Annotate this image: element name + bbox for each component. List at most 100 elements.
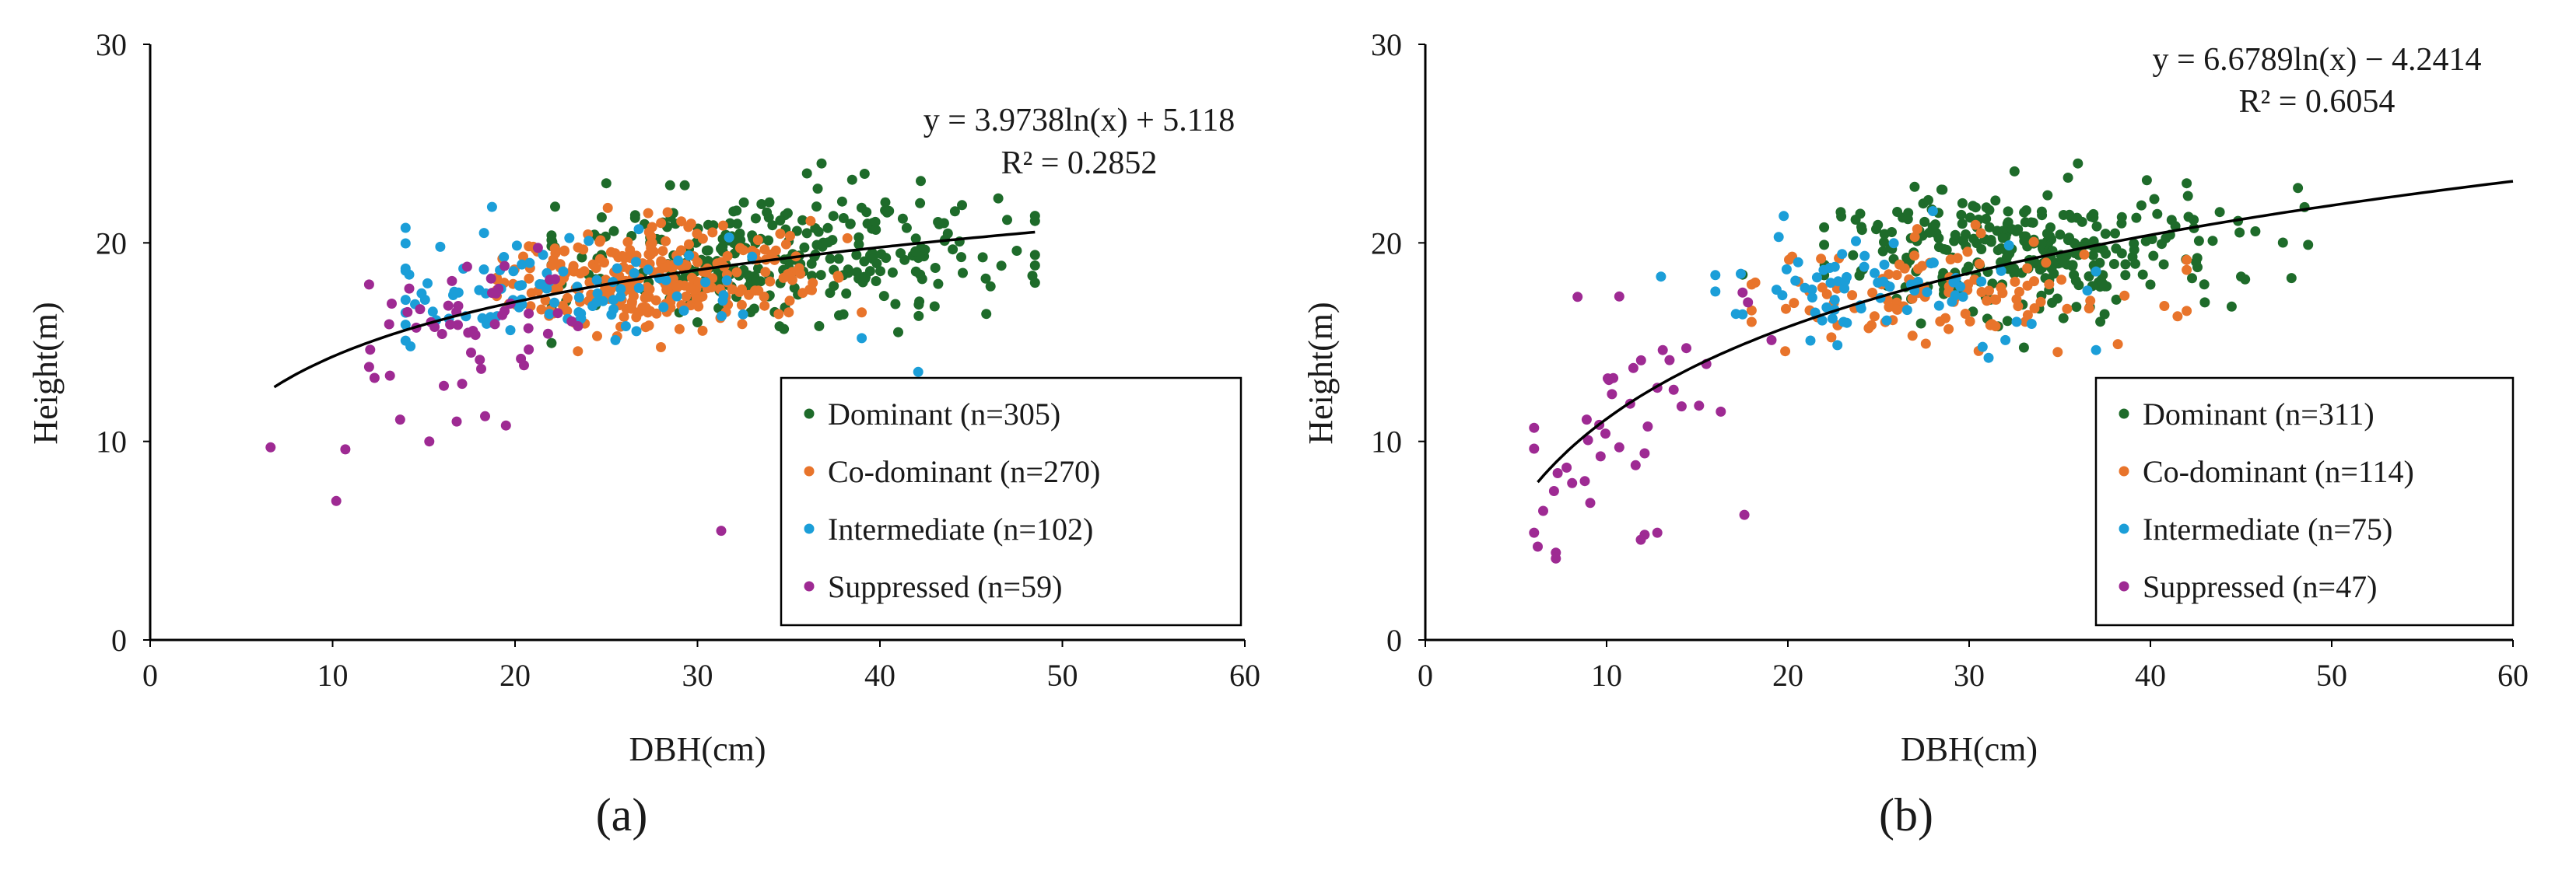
data-point-suppressed	[1533, 541, 1543, 552]
data-point-dominant	[1850, 215, 1861, 225]
data-point-intermediate	[1842, 271, 1852, 282]
data-point-co-dominant	[606, 246, 616, 257]
data-point-suppressed	[384, 319, 394, 330]
data-point-co-dominant	[599, 257, 609, 268]
data-point-co-dominant	[759, 292, 769, 302]
data-point-co-dominant	[622, 236, 633, 247]
data-point-dominant	[2214, 207, 2225, 218]
data-point-intermediate	[1859, 261, 1870, 272]
data-point-dominant	[2009, 268, 2020, 279]
data-point-suppressed	[1552, 468, 1563, 478]
data-point-dominant	[1996, 243, 2006, 253]
panel-a-trendline	[273, 230, 1036, 389]
data-point-co-dominant	[2119, 290, 2130, 301]
data-point-dominant	[871, 225, 881, 235]
data-point-dominant	[825, 253, 836, 264]
data-point-co-dominant	[795, 268, 806, 279]
panel-a-legend-box	[780, 376, 1242, 627]
data-point-dominant	[859, 169, 870, 179]
data-point-co-dominant	[661, 236, 671, 246]
data-point-intermediate	[610, 334, 621, 345]
data-point-dominant	[731, 205, 742, 216]
data-point-dominant	[2108, 259, 2119, 269]
data-point-dominant	[2129, 244, 2140, 255]
data-point-intermediate	[508, 266, 519, 277]
panel-b-legend-marker-dominant	[2119, 408, 2129, 419]
data-point-co-dominant	[656, 342, 666, 352]
panel-a-trend-equation: y = 3.9738ln(x) + 5.118	[924, 103, 1235, 138]
data-point-dominant	[2240, 274, 2251, 285]
data-point-co-dominant	[1817, 282, 1828, 293]
y-tick-label: 20	[96, 225, 127, 260]
data-point-dominant	[601, 178, 612, 189]
data-point-dominant	[1957, 198, 1968, 208]
data-point-intermediate	[517, 259, 527, 270]
data-point-dominant	[846, 174, 857, 185]
x-tick-label: 50	[2316, 658, 2347, 693]
data-point-dominant	[881, 207, 892, 218]
panel-b-legend-box	[2094, 376, 2515, 627]
data-point-intermediate	[576, 308, 587, 319]
data-point-co-dominant	[1909, 250, 1920, 261]
data-point-co-dominant	[773, 309, 784, 320]
data-point-dominant	[2044, 231, 2055, 242]
data-point-dominant	[2199, 297, 2210, 308]
x-tick-label: 30	[1954, 658, 1985, 693]
data-point-intermediate	[1656, 271, 1667, 282]
data-point-suppressed	[384, 370, 395, 381]
data-point-co-dominant	[2010, 276, 2020, 287]
data-point-suppressed	[468, 326, 478, 336]
data-point-dominant	[2071, 302, 2082, 313]
data-point-intermediate	[573, 292, 584, 302]
data-point-dominant	[1933, 232, 1944, 243]
data-point-co-dominant	[2029, 303, 2040, 313]
data-point-dominant	[546, 337, 557, 348]
panel-a-legend-dominant: Dominant (n=305)	[828, 397, 1060, 432]
data-point-co-dominant	[808, 278, 818, 288]
data-point-dominant	[2187, 273, 2197, 284]
data-point-co-dominant	[1970, 219, 1981, 230]
data-point-intermediate	[558, 266, 569, 277]
data-point-intermediate	[615, 291, 626, 302]
y-tick-label: 30	[96, 27, 127, 62]
data-point-dominant	[577, 252, 587, 263]
data-point-dominant	[1961, 229, 1971, 239]
data-point-dominant	[853, 232, 864, 243]
data-point-dominant	[1879, 236, 1889, 247]
data-point-intermediate	[673, 255, 684, 266]
data-point-co-dominant	[785, 231, 795, 241]
data-point-suppressed	[1579, 476, 1590, 487]
data-point-suppressed	[1694, 400, 1705, 411]
data-point-suppressed	[524, 308, 534, 319]
data-point-dominant	[2026, 217, 2037, 228]
data-point-suppressed	[1529, 443, 1540, 454]
data-point-co-dominant	[737, 284, 747, 295]
data-point-intermediate	[2000, 334, 2011, 345]
data-point-intermediate	[1870, 267, 1880, 278]
data-point-intermediate	[511, 240, 522, 251]
y-tick-label: 10	[1371, 425, 1402, 460]
data-point-intermediate	[1781, 264, 1792, 274]
data-point-dominant	[763, 235, 774, 246]
panel-b-label: (b)	[1879, 789, 1933, 841]
data-point-intermediate	[1859, 250, 1870, 261]
data-point-intermediate	[1779, 211, 1789, 222]
data-point-co-dominant	[1907, 330, 1918, 341]
data-point-dominant	[910, 266, 921, 277]
panel-b-points	[1529, 158, 2314, 564]
data-point-suppressed	[499, 260, 510, 271]
data-point-intermediate	[1996, 265, 2006, 276]
data-point-co-dominant	[752, 235, 763, 246]
data-point-intermediate	[684, 250, 695, 261]
x-tick-label: 60	[2497, 658, 2529, 693]
data-point-dominant	[1997, 232, 2008, 243]
data-point-dominant	[2137, 269, 2148, 280]
data-point-intermediate	[2011, 316, 2022, 327]
data-point-co-dominant	[2028, 236, 2039, 247]
data-point-intermediate	[2091, 344, 2101, 355]
panel-a-legend-marker-co-dominant	[804, 466, 815, 477]
data-point-intermediate	[1879, 259, 1890, 270]
data-point-suppressed	[331, 495, 342, 506]
data-point-co-dominant	[657, 246, 668, 257]
data-point-co-dominant	[592, 330, 602, 341]
